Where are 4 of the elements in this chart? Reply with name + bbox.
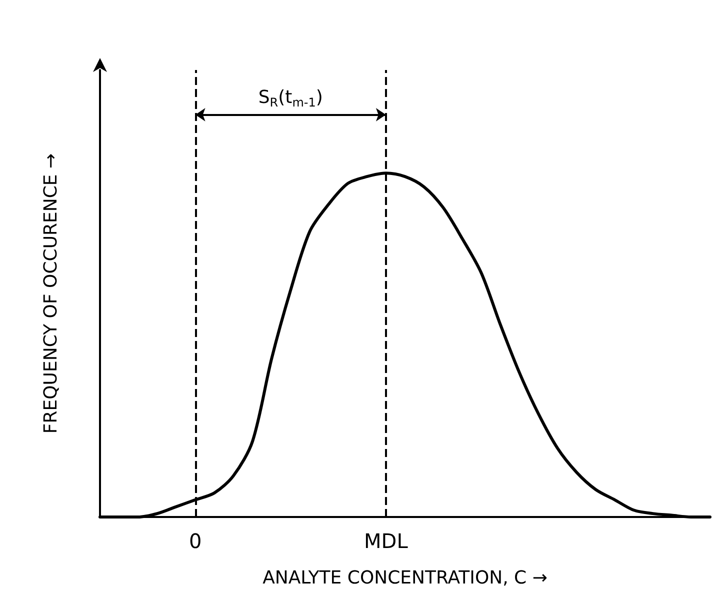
y-axis-title: FREQUENCY OF OCCURENCE → — [40, 153, 62, 434]
x-axis-title: ANALYTE CONCENTRATION, C → — [262, 568, 548, 588]
x-tick-label: 0 — [188, 529, 202, 553]
x-tick-label: MDL — [364, 529, 409, 553]
